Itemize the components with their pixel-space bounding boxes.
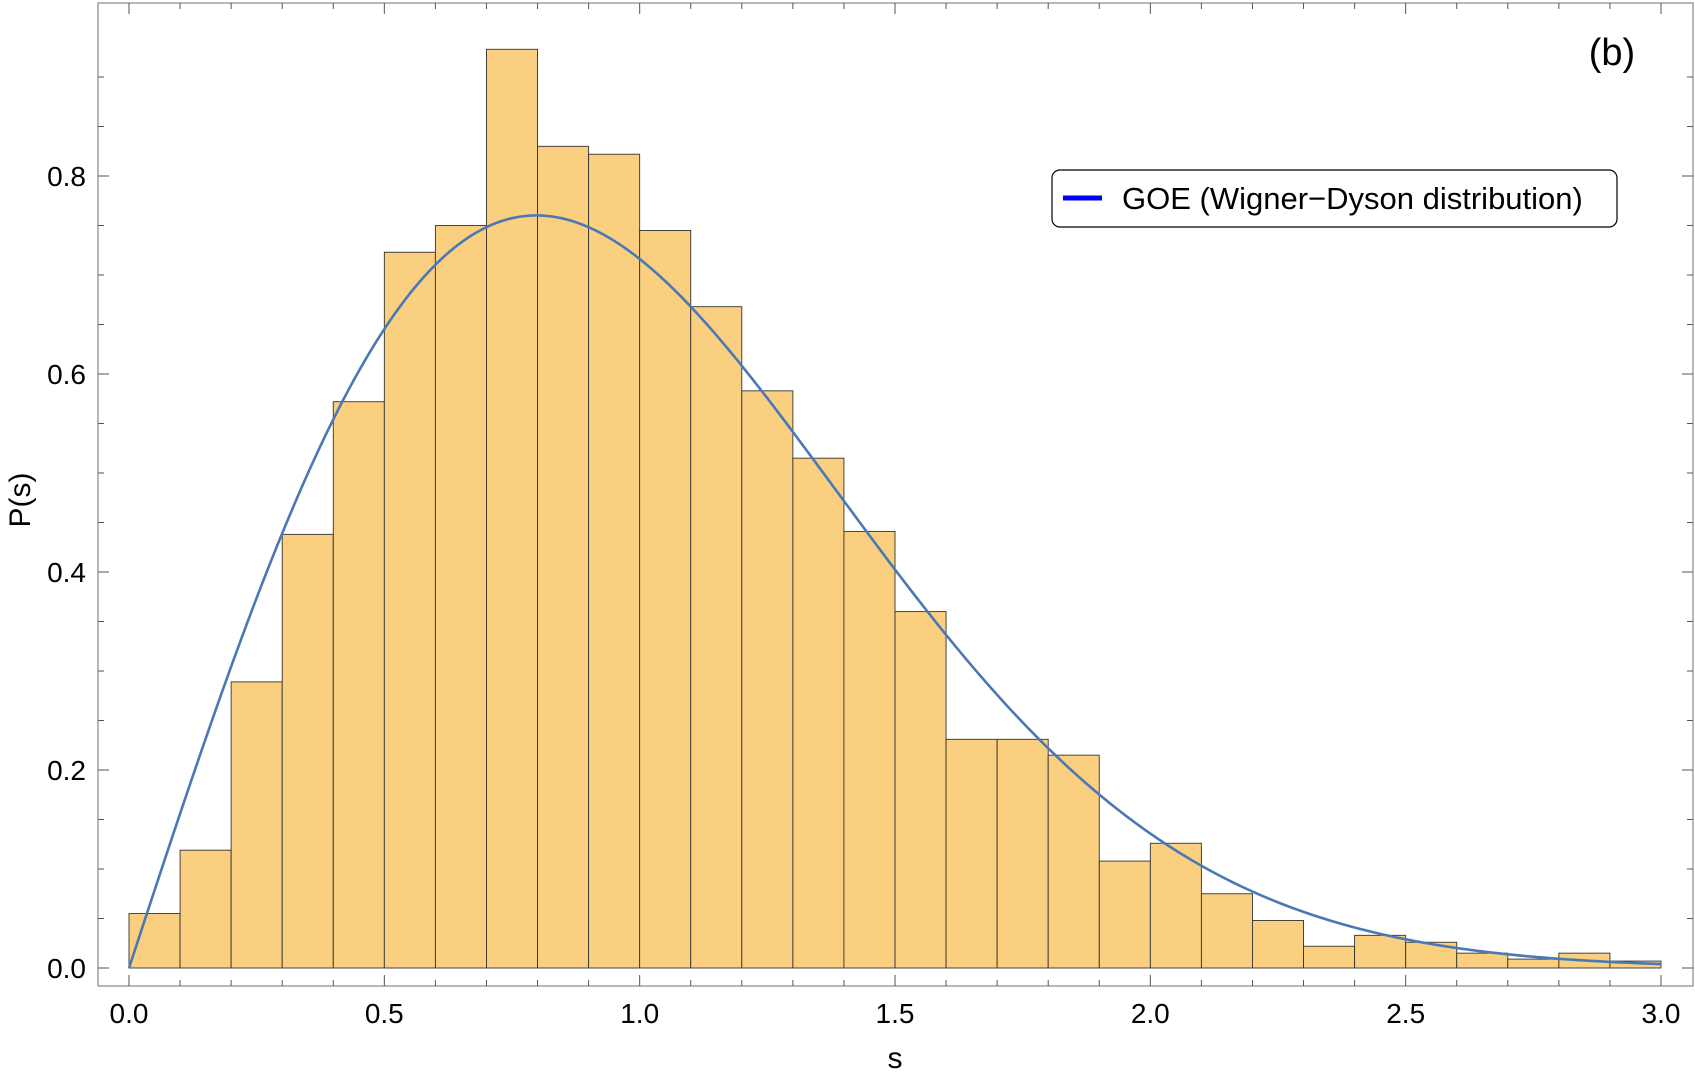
histogram-bar (1354, 934, 1407, 969)
legend-label: GOE (Wigner−Dyson distribution) (1122, 181, 1583, 216)
histogram-bar (741, 390, 794, 969)
x-tick-label: 1.5 (876, 998, 915, 1029)
histogram-bar (281, 533, 334, 969)
y-tick-label: 0.4 (47, 557, 86, 588)
histogram-bar (639, 229, 692, 969)
histogram-bars (128, 48, 1662, 969)
histogram-bar (894, 611, 947, 969)
histogram-bar (1149, 842, 1202, 969)
goe-curve (127, 214, 1662, 969)
histogram-bar (1200, 893, 1253, 969)
x-tick-label: 2.0 (1131, 998, 1170, 1029)
x-axis-title: s (888, 1042, 903, 1075)
histogram-bar (332, 401, 385, 969)
histogram-bar (1456, 952, 1509, 969)
histogram-bar (843, 530, 896, 969)
histogram-bar (1252, 920, 1304, 969)
x-tick-label: 0.0 (110, 998, 149, 1029)
x-tick-label: 0.5 (365, 998, 404, 1029)
y-tick-label: 0.8 (47, 161, 86, 192)
histogram-bar (179, 849, 232, 969)
histogram-bar (1098, 860, 1151, 969)
histogram-bar (588, 153, 641, 969)
y-tick-label: 0.6 (47, 359, 86, 390)
panel-label: (b) (1589, 32, 1635, 74)
histogram-bar (1507, 958, 1560, 969)
histogram-bar (230, 681, 283, 969)
y-tick-label: 0.0 (47, 953, 86, 984)
histogram-bar (1303, 945, 1356, 969)
x-tick-label: 2.5 (1386, 998, 1425, 1029)
x-tick-labels: 0.0 0.5 1.0 1.5 2.0 2.5 3.0 (110, 998, 1681, 1029)
histogram-bar (792, 457, 845, 969)
axis-ticks (98, 3, 1693, 986)
y-tick-label: 0.2 (47, 755, 86, 786)
x-tick-label: 1.0 (620, 998, 659, 1029)
histogram-bar (434, 225, 487, 969)
y-axis-title: P(s) (4, 473, 37, 528)
histogram-bar (996, 738, 1049, 969)
histogram-bar (537, 145, 590, 969)
legend-box (1051, 169, 1618, 228)
histogram-bar (383, 251, 436, 969)
histogram-bar (945, 738, 998, 969)
legend: GOE (Wigner−Dyson distribution) (1051, 169, 1618, 228)
histogram-bar (1609, 960, 1662, 969)
x-tick-label: 3.0 (1642, 998, 1681, 1029)
histogram-bar (1047, 754, 1100, 969)
y-tick-labels: 0.0 0.2 0.4 0.6 0.8 (47, 161, 86, 984)
histogram-bar (690, 306, 743, 969)
histogram-bar (486, 48, 538, 969)
